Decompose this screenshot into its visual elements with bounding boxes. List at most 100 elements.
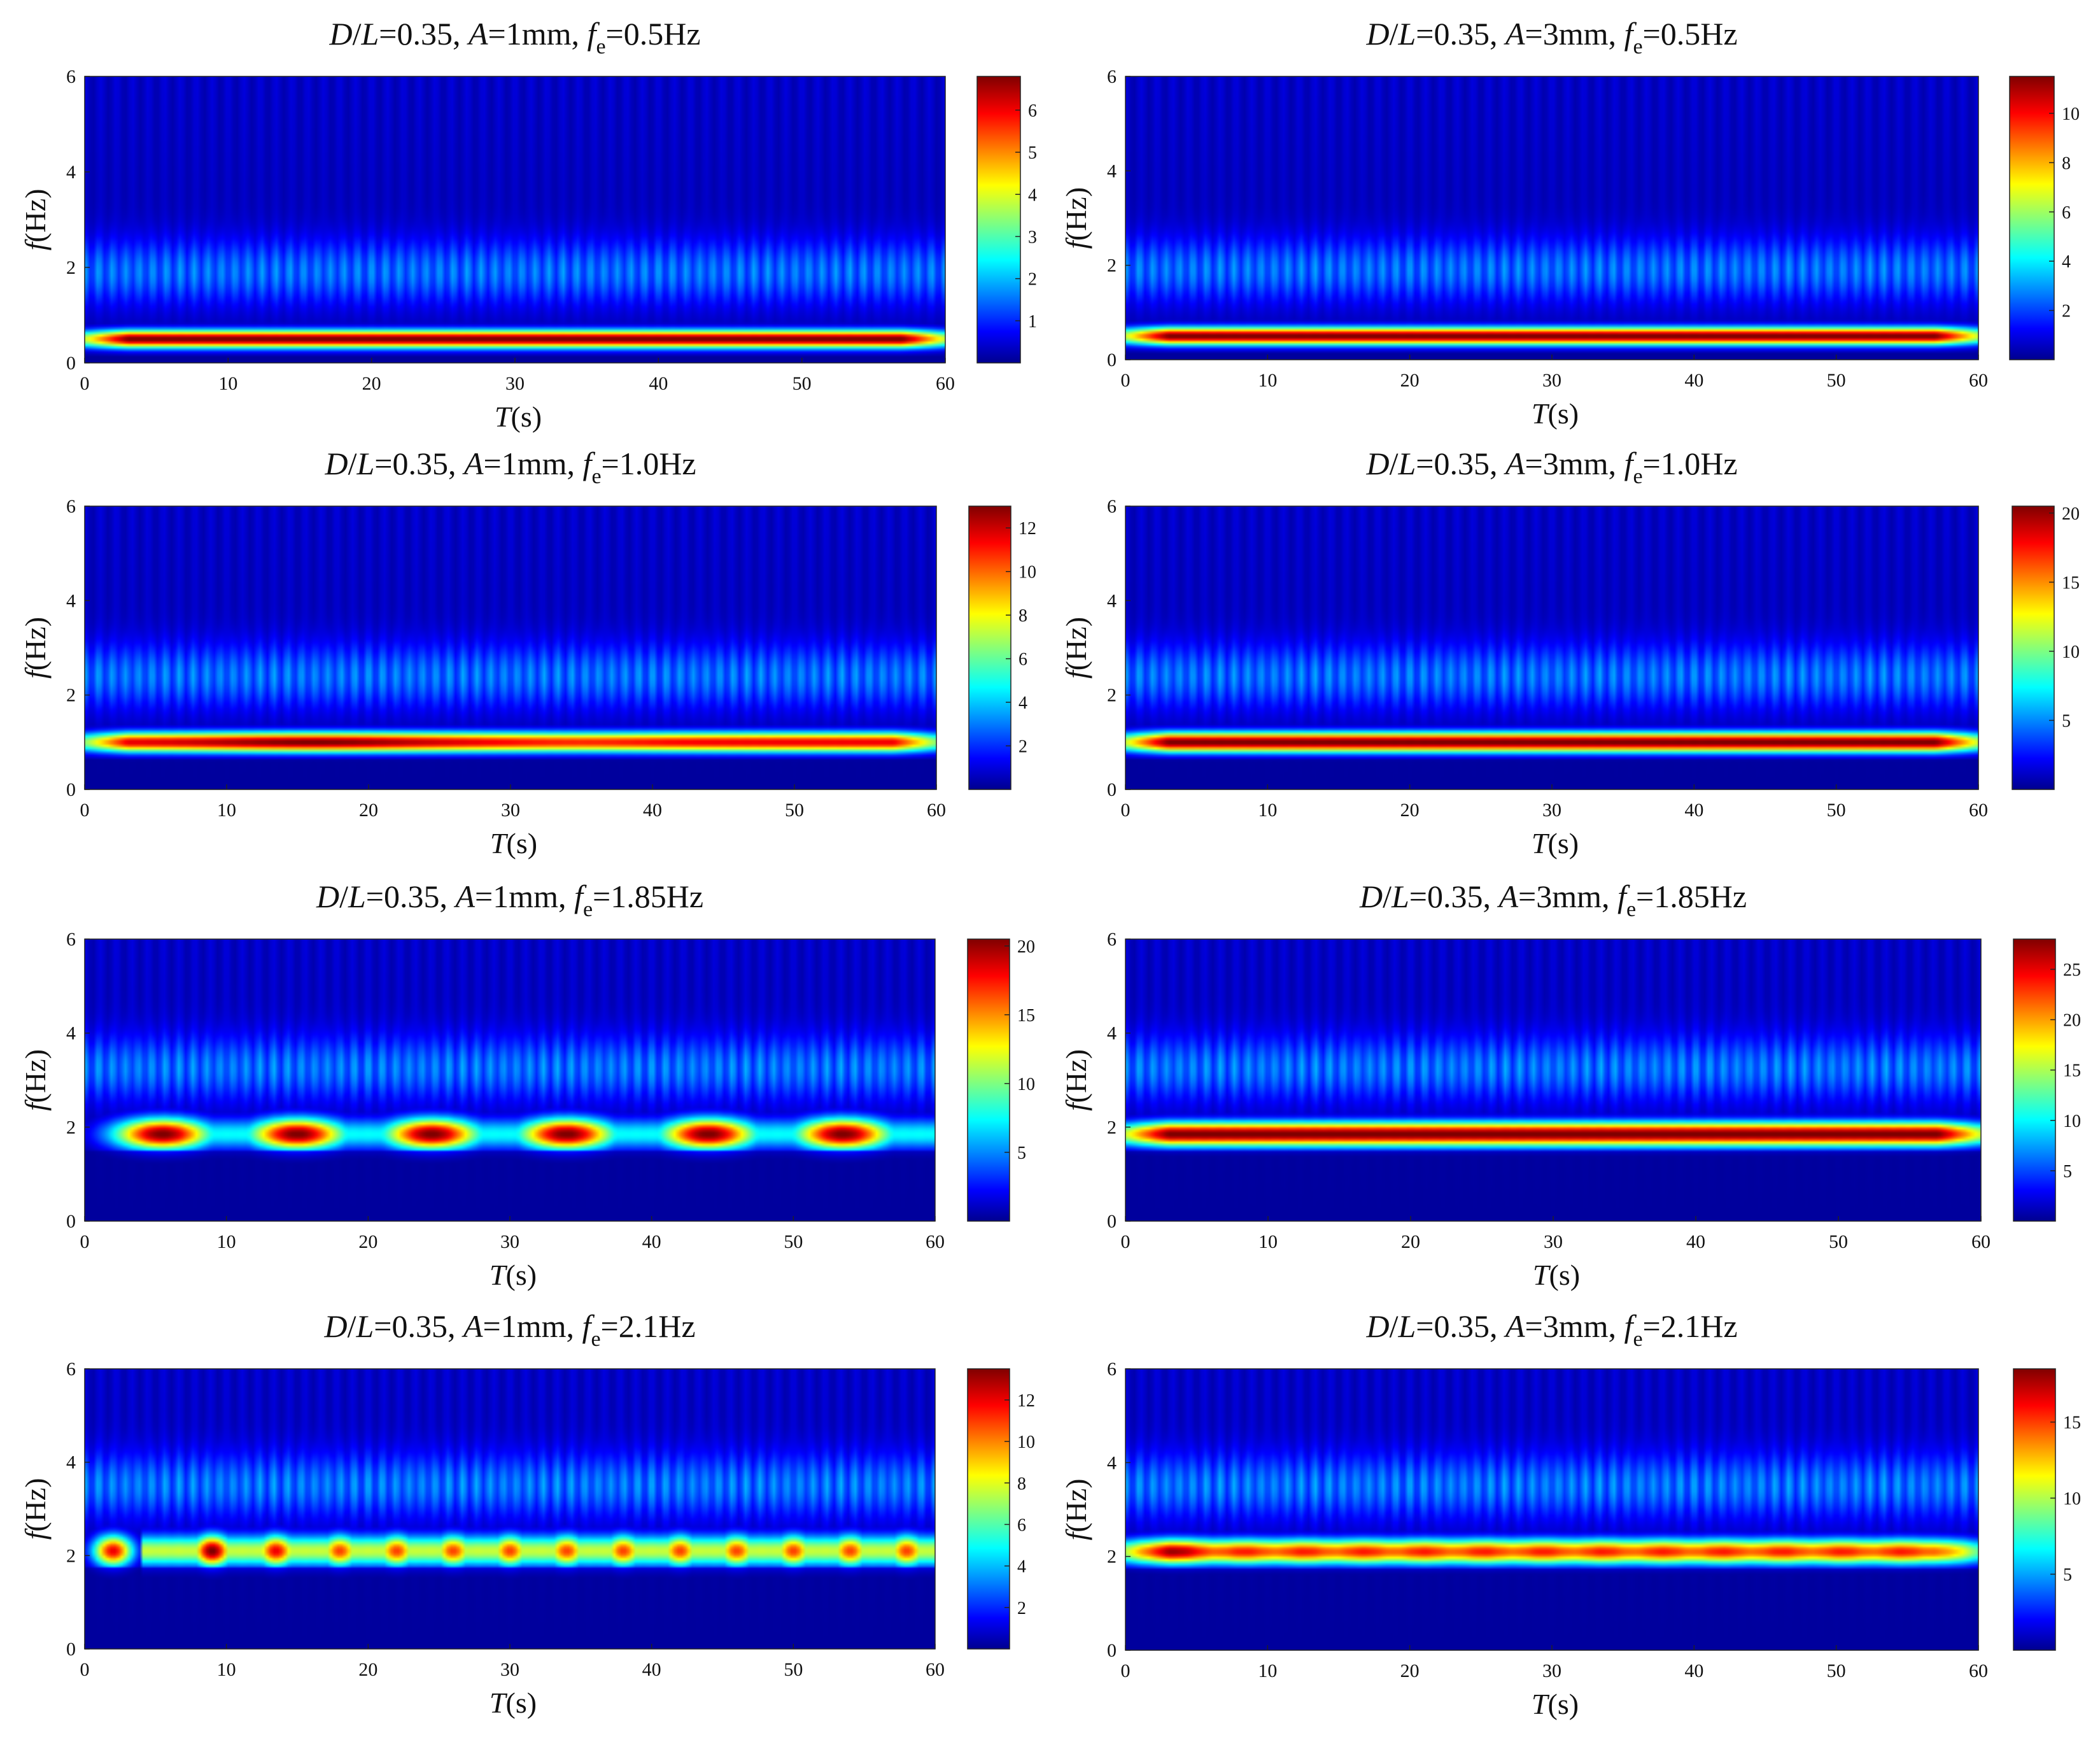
- x-tick-label: 60: [1969, 800, 1988, 821]
- y-tick-label: 4: [1107, 590, 1117, 611]
- x-axis-label-unit: (s): [1548, 1688, 1579, 1720]
- y-tick-label: 2: [66, 1545, 76, 1566]
- panel-title: D/L=0.35, A=3mm, fe=2.1Hz: [1365, 1308, 1737, 1351]
- panel-title: D/L=0.35, A=3mm, fe=0.5Hz: [1365, 16, 1737, 59]
- x-axis-label-var: T: [495, 400, 513, 433]
- x-tick-label: 0: [1121, 800, 1131, 821]
- y-axis-label: f(Hz): [1060, 187, 1092, 249]
- x-axis-label: T(s): [490, 1687, 537, 1719]
- x-axis-label-var: T: [490, 827, 509, 859]
- colorbar-tick-label: 10: [1017, 1075, 1035, 1094]
- y-axis-label-unit: (Hz): [1060, 1049, 1092, 1103]
- colorbar-tick-label: 5: [2063, 1162, 2072, 1182]
- title-part: =0.35,: [379, 16, 469, 52]
- title-part: A: [467, 16, 488, 52]
- heatmap-image: [85, 76, 945, 363]
- title-part: =2.1Hz: [1643, 1308, 1738, 1344]
- y-tick-label: 6: [66, 1359, 76, 1380]
- y-tick-label: 2: [1107, 685, 1117, 706]
- y-tick-label: 4: [66, 590, 76, 611]
- title-part: /: [1390, 16, 1399, 52]
- title-part: D: [323, 1308, 347, 1344]
- y-axis-label-unit: (Hz): [19, 1478, 52, 1531]
- x-tick-label: 30: [505, 373, 525, 394]
- y-axis-label-unit: (Hz): [19, 617, 52, 670]
- x-axis-label-var: T: [1532, 827, 1550, 859]
- panel-title: D/L=0.35, A=1mm, fe=2.1Hz: [323, 1308, 695, 1351]
- x-axis-label-unit: (s): [1548, 397, 1579, 430]
- x-tick-label: 60: [936, 373, 955, 394]
- title-part: e: [1633, 35, 1642, 59]
- colorbar-tick-label: 10: [2063, 1489, 2081, 1509]
- wavelet-panel-1mm-1.0Hz: D/L=0.35, A=1mm, fe=1.0Hz 0 10 20 30 40 50 60 0 2…: [19, 446, 1036, 859]
- heatmap-image: [1125, 76, 1978, 360]
- colorbar: [2012, 506, 2055, 790]
- colorbar: [967, 938, 1010, 1222]
- y-axis-label-unit: (Hz): [1060, 187, 1092, 241]
- colorbar-tick-label: 12: [1017, 1391, 1035, 1411]
- y-tick-label: 2: [1107, 1117, 1117, 1138]
- heatmap-image: [85, 939, 935, 1221]
- y-tick-label: 0: [1107, 1640, 1117, 1661]
- y-tick-label: 0: [66, 779, 76, 800]
- heatmap-image: [1125, 506, 1978, 789]
- x-tick-label: 40: [1686, 1231, 1705, 1252]
- x-axis-label: T(s): [1532, 827, 1579, 859]
- title-part: =1mm,: [483, 1308, 582, 1344]
- x-tick-label: 50: [784, 1231, 803, 1252]
- wavelet-panel-3mm-0.5Hz: D/L=0.35, A=3mm, fe=0.5Hz 0 10 20 30 40 50 60 0 2…: [1060, 16, 2080, 430]
- panel-title: D/L=0.35, A=1mm, fe=1.0Hz: [324, 446, 696, 488]
- x-tick-label: 60: [927, 800, 946, 821]
- title-part: L: [1391, 879, 1409, 914]
- x-tick-label: 0: [80, 1231, 90, 1252]
- x-tick-label: 10: [1258, 1231, 1278, 1252]
- y-axis-label: f(Hz): [1060, 1478, 1092, 1540]
- panel-title: D/L=0.35, A=3mm, fe=1.0Hz: [1365, 446, 1737, 488]
- y-tick-label: 4: [66, 1023, 76, 1044]
- x-axis-label: T(s): [495, 400, 542, 433]
- colorbar-tick-label: 4: [1017, 1557, 1026, 1577]
- colorbar-tick-label: 20: [1017, 937, 1035, 957]
- x-tick-label: 30: [501, 800, 520, 821]
- colorbar-tick-label: 3: [1028, 227, 1037, 247]
- colorbar-tick-label: 10: [2062, 104, 2080, 124]
- title-part: /: [1390, 446, 1399, 481]
- x-tick-label: 0: [1121, 1231, 1131, 1252]
- x-axis-label-var: T: [1533, 1259, 1551, 1291]
- x-tick-label: 10: [218, 373, 237, 394]
- y-axis-label: f(Hz): [1060, 617, 1092, 679]
- colorbar-tick-label: 5: [2063, 1566, 2072, 1585]
- y-tick-label: 4: [1107, 160, 1117, 181]
- heatmap-image: [85, 1369, 935, 1649]
- colorbar-tick-label: 2: [1018, 737, 1027, 757]
- x-tick-label: 20: [358, 1659, 377, 1680]
- title-part: =0.35,: [1416, 16, 1505, 52]
- x-tick-label: 60: [1969, 1660, 1988, 1681]
- y-tick-label: 2: [66, 685, 76, 706]
- y-tick-label: 2: [1107, 1546, 1117, 1567]
- colorbar-tick-label: 15: [1017, 1006, 1035, 1026]
- title-part: D: [324, 446, 348, 481]
- title-part: =1.85Hz: [1636, 879, 1747, 914]
- wavelet-panel-1mm-2.1Hz: D/L=0.35, A=1mm, fe=2.1Hz 0 10 20 30 40 50 60 0 2…: [19, 1308, 1035, 1719]
- y-tick-label: 6: [1107, 1359, 1117, 1380]
- colorbar-tick-label: 10: [2062, 642, 2080, 662]
- y-axis-label: f(Hz): [19, 617, 52, 679]
- x-tick-label: 30: [1542, 1660, 1561, 1681]
- colorbar-tick-label: 2: [1028, 270, 1037, 290]
- x-tick-label: 30: [1542, 800, 1561, 821]
- colorbar-tick-label: 10: [1018, 563, 1036, 583]
- y-axis-label: f(Hz): [19, 188, 52, 250]
- y-tick-label: 6: [66, 929, 76, 950]
- title-part: /: [348, 446, 357, 481]
- colorbar-tick-label: 20: [2063, 1011, 2081, 1031]
- title-part: D: [1365, 446, 1389, 481]
- title-part: e: [596, 35, 605, 59]
- x-axis-label: T(s): [1532, 397, 1579, 430]
- colorbar: [2013, 1368, 2056, 1651]
- colorbar-tick-label: 4: [2062, 252, 2071, 272]
- x-axis-label-unit: (s): [507, 827, 538, 859]
- x-tick-label: 60: [1971, 1231, 1991, 1252]
- title-part: A: [462, 1308, 483, 1344]
- y-tick-label: 2: [66, 257, 76, 278]
